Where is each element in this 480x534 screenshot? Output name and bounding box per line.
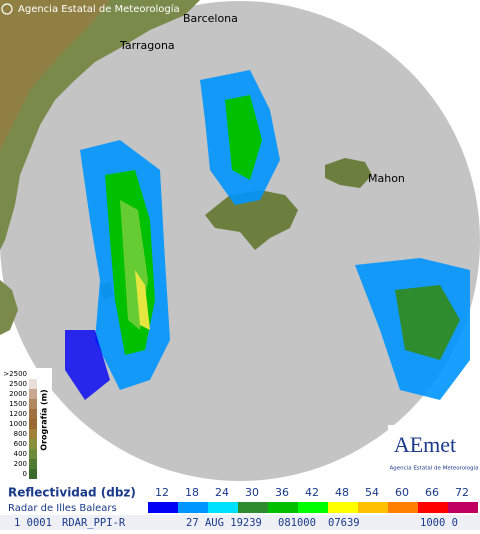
level-swatch [208, 502, 238, 513]
menorca [325, 158, 372, 188]
orography-swatch [29, 459, 37, 469]
orography-title: Orografía (m) [40, 389, 49, 450]
level-label: 72 [455, 486, 469, 499]
level-label: 66 [425, 486, 439, 499]
orography-swatch [29, 469, 37, 479]
coast-south [0, 280, 18, 335]
orography-label: 400 [14, 450, 27, 458]
orography-swatch [29, 369, 37, 379]
status-field: RDAR_PPI-R [62, 517, 126, 529]
level-label: 54 [365, 486, 379, 499]
reflectivity-scale: 12 18 24 30 36 42 48 54 60 66 72 [148, 486, 478, 513]
orography-label: 2500 [9, 380, 27, 388]
orography-label: 0 [23, 470, 27, 478]
level-swatch [268, 502, 298, 513]
logo-name: Agencia Estatal de Meteorología [390, 465, 479, 472]
level-label: 24 [215, 486, 229, 499]
status-field: 081000 [278, 517, 316, 529]
orography-box [0, 368, 52, 480]
orography-swatch [29, 429, 37, 439]
status-field: 27 AUG 19239 [186, 517, 262, 529]
orography-swatch [29, 419, 37, 429]
level-label: 42 [305, 486, 319, 499]
level-swatch [178, 502, 208, 513]
level-swatch [418, 502, 448, 513]
orography-swatch [29, 409, 37, 419]
mountains [0, 0, 110, 150]
level-swatch [328, 502, 358, 513]
orography-swatch [29, 379, 37, 389]
orography-label: 1000 [9, 420, 27, 428]
level-label: 18 [185, 486, 199, 499]
level-label: 30 [245, 486, 259, 499]
place-label: Mahon [368, 172, 405, 185]
orography-label: 1500 [9, 400, 27, 408]
status-field: 1 0001 [14, 517, 52, 529]
orography-swatch [29, 439, 37, 449]
orography-swatch [29, 399, 37, 409]
level-swatch [358, 502, 388, 513]
copyright-icon [1, 3, 13, 15]
level-swatch [298, 502, 328, 513]
level-label: 36 [275, 486, 289, 499]
copyright: Agencia Estatal de Meteorología [18, 3, 180, 15]
legend-title: Reflectividad (dbz) [8, 486, 136, 500]
place-label: Tarragona [119, 39, 175, 52]
orography-label: 200 [14, 460, 27, 468]
level-swatch [238, 502, 268, 513]
orography-swatch [29, 449, 37, 459]
level-swatch [148, 502, 178, 513]
level-swatch [448, 502, 478, 513]
orography-label: 2000 [9, 390, 27, 398]
status-bar [0, 515, 480, 530]
logo-brand: AEmet [394, 432, 456, 457]
status-line: 1 0001 RDAR_PPI-R 27 AUG 19239 081000 07639 1… [14, 517, 458, 529]
level-label: 60 [395, 486, 409, 499]
orography-label: >2500 [3, 370, 27, 378]
legend-subtitle: Radar de Illes Balears [8, 503, 117, 514]
orography-label: 800 [14, 430, 27, 438]
mallorca [205, 190, 298, 250]
level-label: 48 [335, 486, 349, 499]
orography-swatch [29, 389, 37, 399]
level-label: 12 [155, 486, 169, 499]
place-label: Barcelona [183, 12, 238, 25]
status-field: 1000 0 [420, 517, 458, 529]
status-field: 07639 [328, 517, 360, 529]
orography-label: 1200 [9, 410, 27, 418]
echoes [65, 70, 470, 400]
orography-label: 600 [14, 440, 27, 448]
level-swatch [388, 502, 418, 513]
logo-box [388, 425, 480, 480]
